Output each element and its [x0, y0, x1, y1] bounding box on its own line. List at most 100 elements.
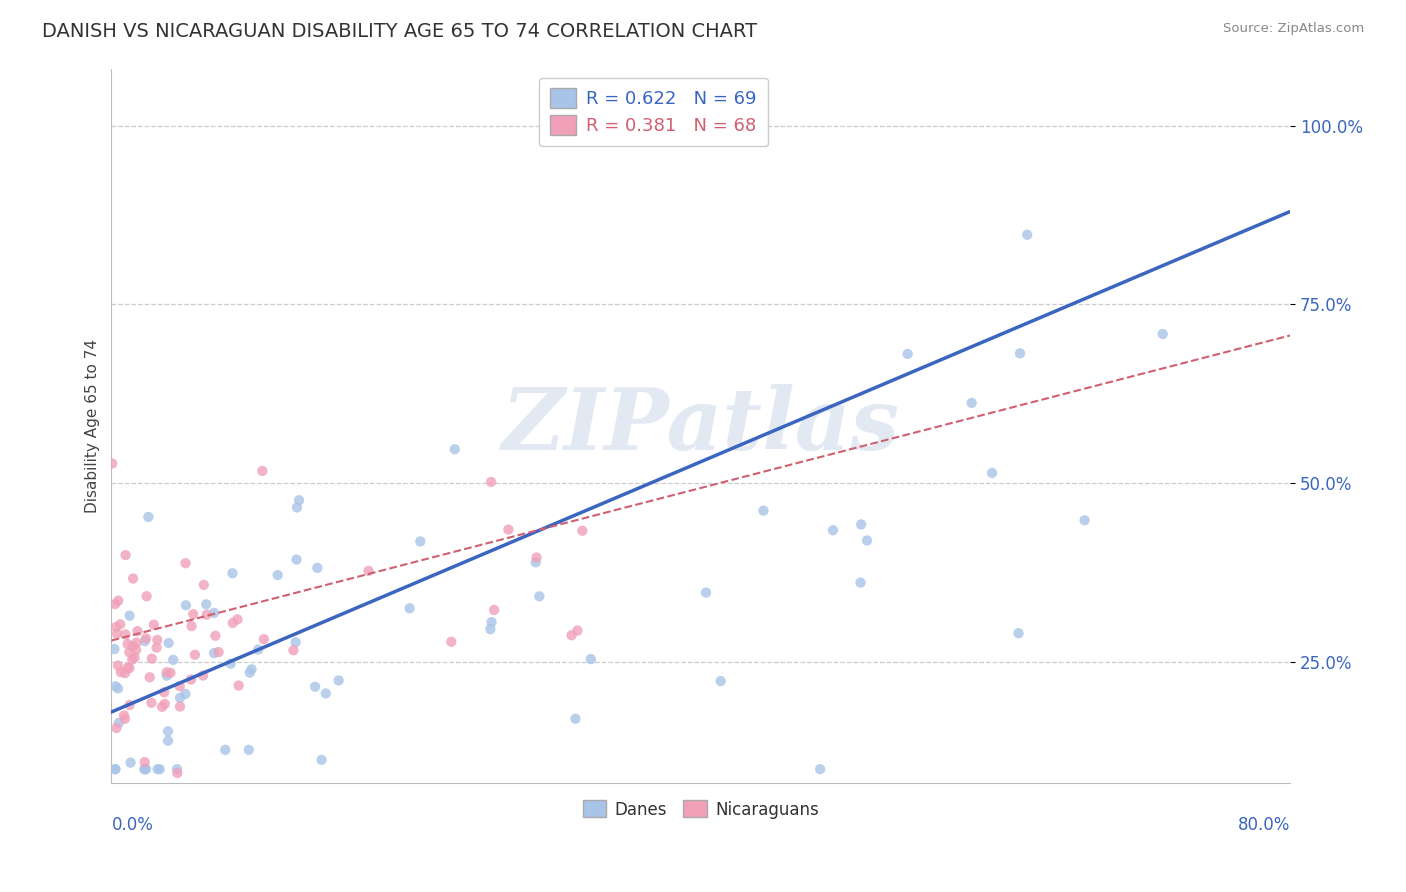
Point [409, 534, 432, 549]
Point [204, 629, 226, 643]
Point [125, 635, 148, 649]
Point [440, 634, 463, 648]
Point [110, 665, 132, 680]
Point [479, 475, 502, 489]
Point [104, 597, 127, 611]
Point [285, 500, 308, 515]
Point [193, 578, 215, 592]
Point [127, 624, 149, 639]
Point [357, 564, 380, 578]
Point [174, 687, 197, 701]
Point [125, 643, 148, 657]
Point [808, 762, 831, 776]
Point [710, 674, 733, 689]
Point [107, 681, 129, 696]
Point [146, 632, 169, 647]
Point [118, 608, 141, 623]
Text: DANISH VS NICARAGUAN DISABILITY AGE 65 TO 74 CORRELATION CHART: DANISH VS NICARAGUAN DISABILITY AGE 65 T… [42, 22, 758, 41]
Point [1017, 227, 1039, 242]
Point [579, 652, 602, 666]
Point [157, 733, 180, 747]
Point [526, 550, 548, 565]
Point [821, 523, 844, 537]
Point [156, 668, 179, 682]
Point [118, 661, 141, 675]
Point [141, 651, 163, 665]
Point [153, 697, 176, 711]
Point [134, 762, 156, 776]
Text: 0.0%: 0.0% [111, 815, 153, 834]
Point [114, 548, 136, 562]
Point [153, 685, 176, 699]
Point [135, 762, 157, 776]
Point [307, 561, 329, 575]
Point [284, 635, 307, 649]
Point [107, 715, 129, 730]
Point [105, 620, 128, 634]
Point [104, 762, 127, 776]
Point [166, 762, 188, 776]
Point [482, 603, 505, 617]
Point [1152, 326, 1174, 341]
Point [226, 612, 249, 626]
Point [288, 493, 311, 508]
Point [283, 643, 305, 657]
Point [195, 607, 218, 622]
Point [481, 615, 503, 629]
Point [752, 503, 775, 517]
Point [849, 575, 872, 590]
Point [117, 637, 139, 651]
Point [180, 619, 202, 633]
Legend: Danes, Nicaraguans: Danes, Nicaraguans [576, 794, 825, 825]
Point [156, 665, 179, 680]
Point [856, 533, 879, 548]
Point [112, 708, 135, 723]
Point [159, 665, 181, 680]
Point [138, 670, 160, 684]
Point [180, 673, 202, 687]
Point [695, 585, 717, 599]
Point [135, 632, 157, 646]
Point [564, 712, 586, 726]
Point [561, 628, 583, 642]
Point [214, 743, 236, 757]
Point [114, 712, 136, 726]
Point [195, 597, 218, 611]
Point [240, 662, 263, 676]
Point [222, 615, 245, 630]
Point [174, 599, 197, 613]
Text: ZIPatlas: ZIPatlas [502, 384, 900, 467]
Point [311, 753, 333, 767]
Point [328, 673, 350, 688]
Point [960, 396, 983, 410]
Point [221, 566, 243, 581]
Point [114, 666, 136, 681]
Point [134, 634, 156, 648]
Point [219, 657, 242, 671]
Point [145, 640, 167, 655]
Point [1007, 626, 1029, 640]
Point [103, 642, 125, 657]
Point [104, 679, 127, 693]
Point [567, 624, 589, 638]
Point [122, 572, 145, 586]
Point [529, 590, 551, 604]
Point [253, 632, 276, 647]
Point [202, 606, 225, 620]
Point [174, 556, 197, 570]
Point [266, 568, 288, 582]
Point [107, 593, 129, 607]
Point [110, 617, 132, 632]
Point [124, 650, 146, 665]
Point [1010, 346, 1032, 360]
Point [191, 668, 214, 682]
Point [247, 642, 270, 657]
Point [150, 699, 173, 714]
Point [138, 510, 160, 524]
Point [1073, 513, 1095, 527]
Point [304, 680, 326, 694]
Point [228, 679, 250, 693]
Point [157, 636, 180, 650]
Point [169, 679, 191, 693]
Point [121, 652, 143, 666]
